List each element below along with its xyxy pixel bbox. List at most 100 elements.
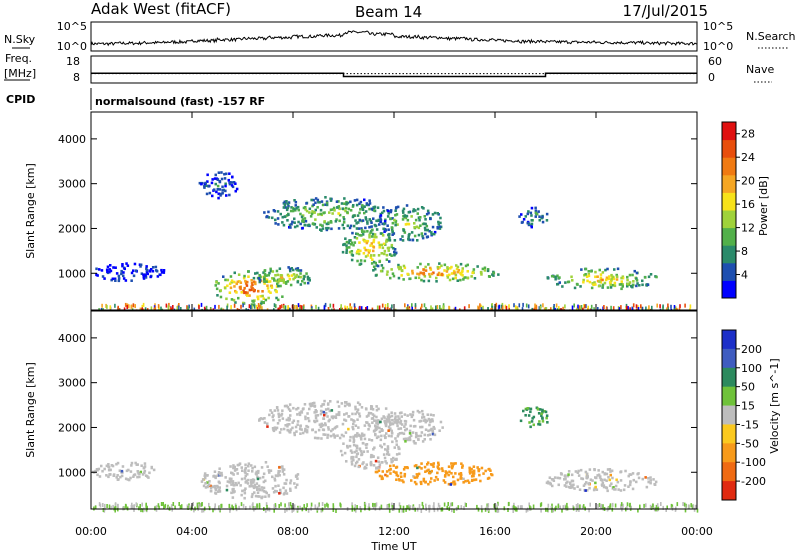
date-title: 17/Jul/2015 (623, 2, 708, 20)
heatmap-cell-0 (226, 278, 230, 282)
heatmap-cell-0 (279, 491, 282, 495)
heatmap-cell-6 (136, 475, 139, 479)
heatmap-clutter-cell (480, 505, 483, 510)
heatmap-cell-5 (612, 488, 616, 491)
heatmap-cell-5 (391, 272, 395, 275)
heatmap-cell-0 (239, 484, 242, 487)
heatmap-cell-2 (397, 445, 400, 449)
heatmap-cell-3 (433, 433, 437, 437)
heatmap-cell-3 (364, 226, 367, 230)
heatmap-cell-0 (289, 481, 292, 485)
heatmap-cell-2 (348, 226, 352, 230)
heatmap-clutter-cell (454, 306, 457, 311)
heatmap-cell-2 (391, 440, 394, 444)
heatmap-cell-5 (472, 268, 476, 271)
heatmap-cell-1 (351, 425, 354, 429)
heatmap-cell-5 (436, 267, 440, 270)
heatmap-cell-1 (375, 405, 378, 408)
heatmap-cell-5 (466, 276, 470, 280)
heatmap-cell-8 (145, 269, 149, 272)
heatmap-cell-5 (653, 483, 657, 486)
heatmap-clutter-cell (307, 508, 310, 513)
heatmap-cell-1 (343, 404, 347, 408)
heatmap-cell-2 (361, 433, 365, 437)
heatmap-cell-7 (611, 275, 615, 279)
heatmap-cell-3 (426, 413, 429, 416)
heatmap-cell-3 (421, 413, 425, 416)
time-x-axis: 00:00 04:00 08:00 12:00 16:00 20:00 00:00 (75, 112, 713, 538)
heatmap-cell-7 (545, 414, 549, 417)
heatmap-cell-4 (407, 211, 411, 214)
heatmap-cell-1 (294, 275, 297, 278)
heatmap-cell-9 (214, 173, 217, 177)
heatmap-cell-2 (277, 223, 280, 226)
heatmap-cell-6 (112, 473, 116, 476)
heatmap-cell-1 (326, 436, 329, 439)
heatmap-cell-0 (240, 477, 244, 481)
heatmap-cell-2 (329, 197, 332, 201)
heatmap-cell-9 (224, 189, 227, 193)
heatmap-cell-2 (364, 210, 368, 213)
y-tick-label: 4000 (58, 332, 86, 345)
heatmap-cell-3 (359, 259, 363, 262)
heatmap-clutter-cell (339, 502, 341, 507)
heatmap-cell-5 (448, 278, 452, 282)
heatmap-cell-4 (381, 222, 384, 226)
heatmap-cell-2 (305, 209, 309, 213)
heatmap-cell-5 (629, 481, 632, 484)
heatmap-cell-0 (256, 295, 259, 299)
heatmap-cell-5 (564, 474, 567, 477)
heatmap-cell-2 (364, 217, 368, 221)
heatmap-cell-7 (607, 275, 611, 278)
heatmap-cell-3 (352, 243, 355, 247)
heatmap-cell-0 (274, 489, 277, 493)
heatmap-cell-3 (349, 243, 353, 246)
heatmap-cell-0 (276, 282, 279, 286)
heatmap-cell-2 (352, 204, 355, 207)
heatmap-cell-5 (400, 274, 403, 277)
x-tick-label: 16:00 (479, 525, 511, 538)
heatmap-cell-9 (225, 194, 228, 197)
heatmap-cell-2 (318, 201, 321, 204)
heatmap-cell-6 (107, 465, 111, 469)
heatmap-cell-3 (394, 437, 397, 440)
heatmap-cell-6 (135, 463, 138, 466)
heatmap-clutter-cell (384, 307, 387, 312)
heatmap-cell-4 (429, 217, 432, 221)
heatmap-cell-3 (390, 434, 393, 438)
heatmap-cell-4 (426, 228, 429, 232)
heatmap-cell-1 (301, 431, 305, 435)
heatmap-cell-3 (378, 246, 381, 249)
heatmap-cell-6 (130, 461, 134, 465)
heatmap-cell-2 (302, 220, 305, 223)
heatmap-clutter-cell (418, 504, 421, 509)
heatmap-cell-1 (308, 277, 311, 280)
heatmap-cell-5 (456, 270, 459, 274)
heatmap-cell-2 (349, 449, 353, 453)
heatmap-cell-4 (421, 234, 424, 238)
heatmap-cell-1 (277, 284, 280, 288)
heatmap-cell-6 (95, 468, 99, 471)
heatmap-cell-2 (365, 463, 368, 466)
heatmap-cell-3 (424, 428, 428, 431)
heatmap-cell-2 (273, 209, 277, 213)
heatmap-cell-4 (431, 463, 434, 467)
heatmap-clutter-cell (126, 305, 128, 309)
heatmap-cell-7 (583, 273, 586, 277)
heatmap-cell-1 (352, 422, 355, 426)
heatmap-cell-2 (346, 201, 350, 205)
heatmap-clutter-cell (310, 502, 313, 507)
heatmap-cell-4 (403, 472, 407, 476)
heatmap-cell-8 (145, 267, 148, 271)
heatmap-cell-3 (357, 252, 361, 256)
power-colorbar-swatch (722, 139, 736, 158)
heatmap-cell-4 (472, 469, 476, 473)
heatmap-cell-4 (412, 208, 416, 211)
heatmap-clutter-cell (180, 307, 182, 311)
heatmap-cell-0 (247, 270, 250, 273)
heatmap-cell-7 (601, 278, 604, 282)
heatmap-cell-2 (299, 212, 302, 216)
heatmap-cell-0 (260, 300, 263, 304)
heatmap-clutter-cell (130, 304, 133, 309)
